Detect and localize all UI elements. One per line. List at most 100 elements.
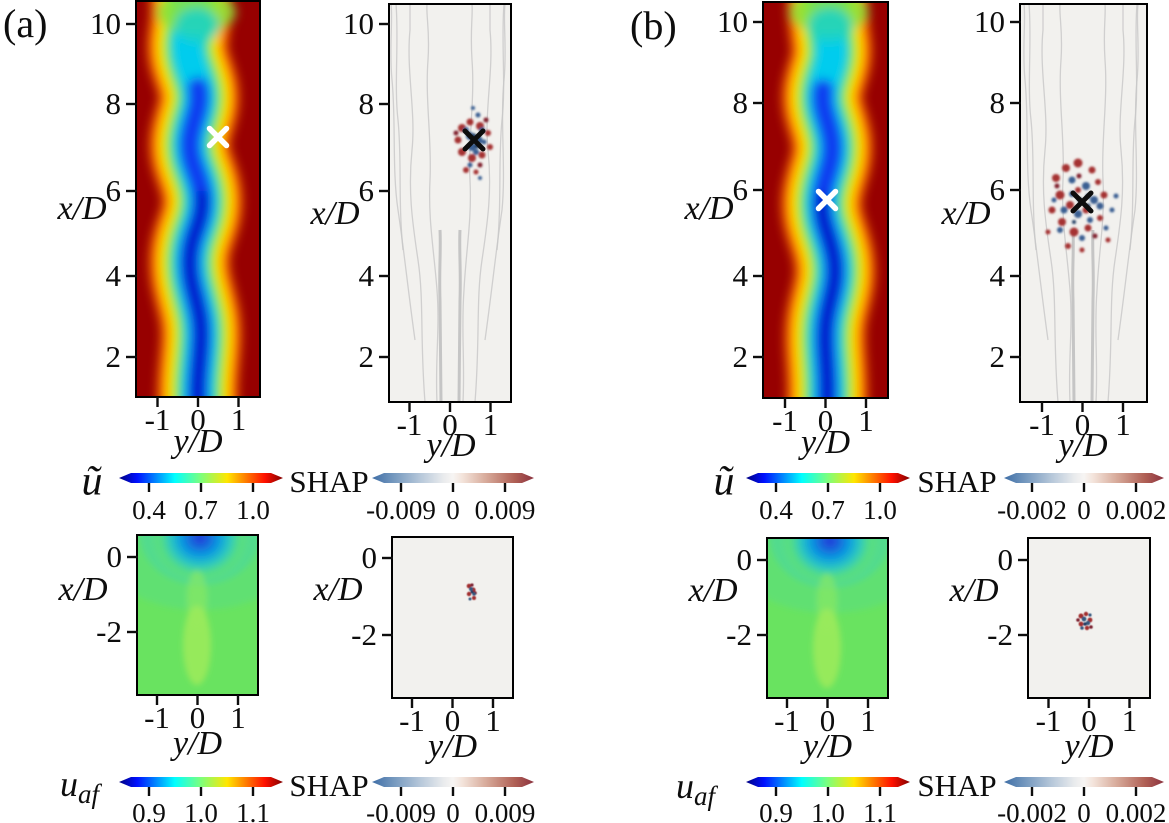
- xaxis-label: y/D: [798, 424, 851, 461]
- x-axis-ticks: [155, 695, 240, 705]
- yaxis-label: x/D: [687, 572, 738, 609]
- yaxis-label: x/D: [683, 190, 734, 227]
- x-axis-ticks: [1047, 698, 1131, 708]
- yaxis-label: x/D: [948, 572, 999, 609]
- x-axis-ticks: [785, 698, 870, 708]
- af-shap-colorbar-a: SHAP -0.009 0 0.009: [289, 768, 535, 823]
- colorbar-ticks: [774, 787, 882, 796]
- xtick-label: 1: [1122, 703, 1138, 738]
- ytick-label: 2: [106, 339, 122, 374]
- query-point-marker-black: [462, 128, 486, 152]
- colorbar-gradient: [119, 777, 283, 787]
- xtick-label: 0: [818, 403, 834, 438]
- af-field-plot-b: 0 -2 x/D -1 0 1 y/D: [687, 537, 889, 765]
- yaxis-label: x/D: [56, 190, 107, 227]
- xaxis-label: y/D: [170, 423, 223, 460]
- af-colorbar-b: uaf 0.9 1.0 1.1: [676, 766, 910, 823]
- shap-background: [392, 537, 513, 698]
- colorbar-tick-label: 1.0: [184, 798, 218, 823]
- colorbar-tick-label: 0: [1077, 495, 1091, 525]
- xtick-label: -1: [145, 402, 171, 437]
- colorbar-ticks: [399, 787, 507, 796]
- ytick-label: 6: [106, 173, 122, 208]
- ytick-label: 0: [737, 542, 753, 577]
- xtick-label: -1: [399, 703, 425, 738]
- ytick-label: 2: [359, 339, 375, 374]
- velocity-shap-plot-a: 10 8 6 4 2 x/D -1 0 1 y/D: [309, 3, 512, 464]
- colorbar-tick-label: 0.4: [132, 495, 166, 525]
- panel-b-label: (b): [630, 3, 677, 48]
- colorbar-tick-label: 0.4: [759, 495, 793, 525]
- colorbar-gradient: [746, 777, 910, 787]
- panel-a-label: (a): [3, 1, 47, 46]
- colorbar-gradient: [746, 473, 910, 483]
- colorbar-gradient: [1004, 473, 1164, 483]
- velocity-shap-plot-b: 10 8 6 4 2 x/D -1 0 1 y/D: [940, 3, 1148, 464]
- colorbar-title: SHAP: [289, 464, 368, 499]
- ytick-label: -2: [726, 617, 752, 652]
- af-low-speed-blob: [137, 535, 258, 685]
- ytick-label: -2: [96, 614, 122, 649]
- velocity-shap-colorbar-b: SHAP -0.002 0 0.002: [917, 464, 1166, 525]
- colorbar-tick-label: 1.1: [863, 798, 897, 823]
- velocity-colorbar-b: ũ 0.4 0.7 1.0: [714, 459, 910, 525]
- y-axis-ticks: [753, 20, 764, 359]
- colorbar-tick-label: 0.9: [759, 798, 793, 823]
- xaxis-label: y/D: [800, 728, 853, 765]
- af-shap-plot-a: 0 -2 x/D -1 0 1 y/D: [312, 536, 514, 765]
- velocity-shap-colorbar-a: SHAP -0.009 0 0.009: [289, 464, 535, 525]
- xaxis-label: y/D: [1061, 728, 1114, 765]
- jet-plume-a: [147, 1, 243, 397]
- velocity-field-plot-a: 10 8 6 4 2 x/D -1 0 1 y/D: [56, 0, 261, 460]
- query-point-marker-black: [1070, 190, 1094, 214]
- colorbar-title: uaf: [676, 766, 719, 811]
- ytick-label: 4: [733, 258, 749, 293]
- y-axis-ticks: [126, 22, 137, 359]
- y-axis-ticks: [1010, 20, 1021, 359]
- ytick-label: 10: [717, 4, 748, 39]
- ytick-label: 10: [343, 6, 374, 41]
- colorbar-gradient: [372, 473, 534, 483]
- ytick-label: 6: [990, 172, 1006, 207]
- x-axis-ticks: [410, 698, 495, 708]
- xaxis-label: y/D: [423, 427, 476, 464]
- xtick-label: 1: [858, 403, 874, 438]
- colorbar-tick-label: -0.009: [366, 798, 436, 823]
- xtick-label: 0: [1075, 407, 1091, 442]
- shap-hotspot: [466, 583, 477, 601]
- colorbar-gradient: [119, 473, 283, 483]
- yaxis-label: x/D: [57, 571, 108, 608]
- af-colorbar-a: uaf 0.9 1.0 1.1: [60, 764, 283, 823]
- xtick-label: 0: [1081, 703, 1097, 738]
- xtick-label: -1: [397, 407, 423, 442]
- query-point-marker-white: [815, 188, 839, 212]
- xaxis-label: y/D: [170, 725, 223, 762]
- colorbar-title: ũ: [82, 459, 103, 505]
- x-axis-ticks: [408, 402, 492, 412]
- x-axis-ticks: [1040, 402, 1125, 412]
- af-shap-colorbar-b: SHAP -0.002 0 0.002: [917, 768, 1166, 823]
- xtick-label: 1: [231, 402, 247, 437]
- colorbar-title: SHAP: [289, 768, 368, 803]
- shap-hotspot: [1076, 611, 1093, 631]
- xaxis-label: y/D: [425, 728, 478, 765]
- af-shap-plot-b: 0 -2 x/D -1 0 1 y/D: [948, 537, 1151, 765]
- af-field-plot-a: 0 -2 x/D -1 0 1 y/D: [57, 534, 259, 762]
- ytick-label: -2: [351, 617, 377, 652]
- ytick-label: 8: [990, 85, 1006, 120]
- colorbar-ticks: [774, 483, 882, 492]
- x-axis-ticks: [783, 398, 868, 408]
- colorbar-tick-label: 1.0: [236, 495, 270, 525]
- xtick-label: 0: [445, 703, 461, 738]
- colorbar-tick-label: 0: [446, 798, 460, 823]
- x-axis-ticks: [156, 397, 240, 407]
- colorbar-tick-label: 0.009: [475, 798, 536, 823]
- xtick-label: -1: [144, 700, 170, 735]
- colorbar-ticks: [1030, 483, 1138, 492]
- ytick-label: 4: [106, 258, 122, 293]
- ytick-label: -2: [987, 617, 1013, 652]
- colorbar-title: SHAP: [917, 768, 996, 803]
- yaxis-label: x/D: [312, 571, 363, 608]
